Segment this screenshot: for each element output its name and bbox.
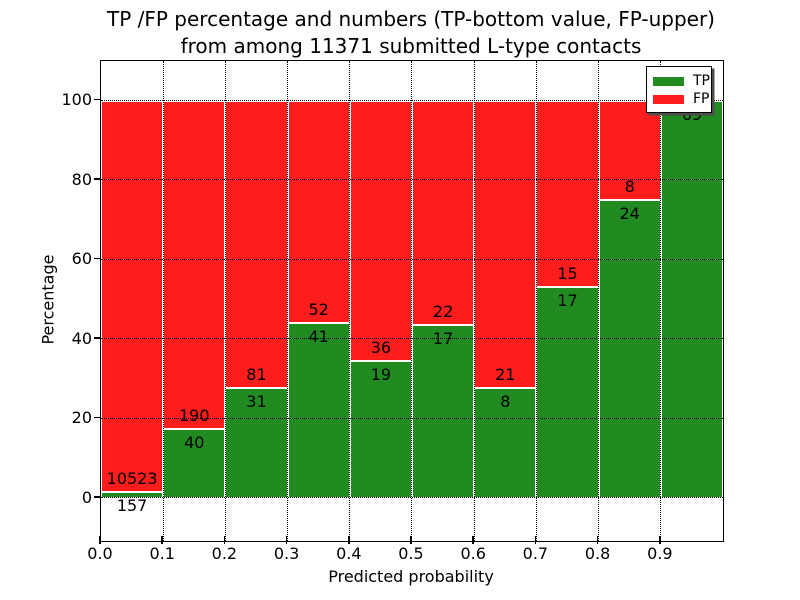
tick-label-y: 60 xyxy=(71,249,92,268)
tick-mark-y xyxy=(94,98,101,101)
gridline-v xyxy=(162,61,164,541)
tick-label-x: 0.6 xyxy=(460,544,486,563)
bar-segment-fp xyxy=(598,100,661,200)
bar-value-label-tp: 31 xyxy=(246,391,267,411)
bar-value-label-tp: 8 xyxy=(500,392,511,412)
gridline-v xyxy=(286,61,288,541)
bar-segment-tp xyxy=(660,100,723,498)
legend: TP FP xyxy=(646,66,712,113)
gridline-h xyxy=(101,497,723,499)
tick-label-y: 0 xyxy=(81,487,92,507)
bar-value-label-tp: 19 xyxy=(370,364,392,384)
legend-swatch-fp-icon xyxy=(653,94,684,104)
bar-value-label-fp: 8 xyxy=(624,176,635,196)
gridline-h xyxy=(101,258,723,260)
bar-segment-fp xyxy=(163,100,226,429)
bar-value-label-fp: 190 xyxy=(179,405,210,425)
bar-value-label-tp: 17 xyxy=(432,328,454,348)
gridline-v xyxy=(473,61,475,541)
gridline-h xyxy=(101,179,723,181)
gridline-v xyxy=(535,61,537,541)
tick-label-x: 0.4 xyxy=(336,544,362,563)
bar-value-label-fp: 21 xyxy=(495,365,516,385)
tick-mark-y xyxy=(94,416,101,419)
bar-segment-tp xyxy=(225,387,288,498)
tick-mark-y xyxy=(94,496,101,498)
chart-title-line1: TP /FP percentage and numbers (TP-bottom… xyxy=(107,7,715,31)
tick-mark-x xyxy=(596,536,599,544)
tick-label-x: 0.5 xyxy=(398,544,424,563)
chart-title-line2: from among 11371 submitted L-type contac… xyxy=(180,34,642,58)
bar-value-label-tp: 157 xyxy=(116,496,148,516)
tick-label-x: 0.9 xyxy=(647,544,673,563)
bar-value-label-tp: 41 xyxy=(308,326,329,346)
bar-value-label-tp: 17 xyxy=(557,290,578,310)
tick-mark-x xyxy=(472,536,474,544)
bar-value-label-fp: 15 xyxy=(557,263,578,283)
chart-title: TP /FP percentage and numbers (TP-bottom… xyxy=(100,6,722,60)
tick-mark-y xyxy=(94,178,101,180)
tick-mark-y xyxy=(94,337,101,339)
legend-item: TP xyxy=(653,72,710,90)
bar-segment-fp xyxy=(287,100,350,323)
tick-label-x: 0.3 xyxy=(273,544,300,563)
tick-label-x: 0.1 xyxy=(149,544,175,563)
bar-value-label-fp: 36 xyxy=(370,337,392,357)
tick-mark-x xyxy=(285,536,288,544)
tick-label-x: 0.0 xyxy=(87,544,113,563)
tick-mark-x xyxy=(223,536,226,544)
bar-segment-tp xyxy=(412,324,475,498)
y-axis-label: Percentage xyxy=(38,254,58,345)
gridline-h xyxy=(101,338,723,340)
bar-value-label-fp: 10523 xyxy=(106,469,158,489)
plot-area: 10523 157 190 40 81 31 52 41 36 19 22 17 21 8 15 17 8 24 6… xyxy=(100,60,724,542)
bar-value-label-fp: 81 xyxy=(246,364,267,384)
gridline-h xyxy=(101,417,723,419)
gridline-v xyxy=(597,61,599,541)
tick-label-y: 100 xyxy=(61,90,92,109)
tick-mark-x xyxy=(348,536,350,544)
gridline-v xyxy=(349,61,351,541)
legend-label: FP xyxy=(693,91,710,107)
tick-label-y: 40 xyxy=(71,328,92,348)
gridline-h xyxy=(101,99,723,101)
bar-value-label-fp: 22 xyxy=(432,301,454,321)
bar-value-label-tp: 40 xyxy=(184,432,205,452)
bar-segment-fp xyxy=(536,100,599,287)
legend-label: TP xyxy=(693,73,710,89)
tick-mark-x xyxy=(659,536,661,544)
legend-item: FP xyxy=(653,90,710,108)
tick-mark-x xyxy=(534,536,537,544)
gridline-v xyxy=(224,61,226,541)
tick-label-x: 0.2 xyxy=(211,544,238,563)
bar-segment-fp xyxy=(101,100,164,493)
gridline-v xyxy=(660,61,662,541)
x-axis-label: Predicted probability xyxy=(328,567,494,586)
tick-label-x: 0.8 xyxy=(584,544,611,563)
bar-segment-fp xyxy=(412,100,475,325)
gridline-v xyxy=(411,61,413,541)
bar-segment-tp xyxy=(598,199,661,498)
tick-mark-x xyxy=(99,536,101,544)
tick-label-y: 80 xyxy=(71,169,92,189)
bar-segment-fp xyxy=(474,100,537,389)
bar-value-label-tp: 24 xyxy=(619,203,640,223)
bar-segment-tp xyxy=(536,286,599,498)
bar-segment-fp xyxy=(225,100,288,388)
tick-mark-y xyxy=(94,257,101,260)
legend-swatch-tp-icon xyxy=(653,76,684,86)
tick-mark-x xyxy=(161,536,163,544)
tick-label-x: 0.7 xyxy=(522,544,549,563)
tick-mark-x xyxy=(410,536,412,544)
bar-value-label-fp: 52 xyxy=(308,299,329,319)
tick-label-y: 20 xyxy=(71,408,92,427)
bar-segment-tp xyxy=(287,322,350,498)
bar-segment-fp xyxy=(349,100,412,361)
